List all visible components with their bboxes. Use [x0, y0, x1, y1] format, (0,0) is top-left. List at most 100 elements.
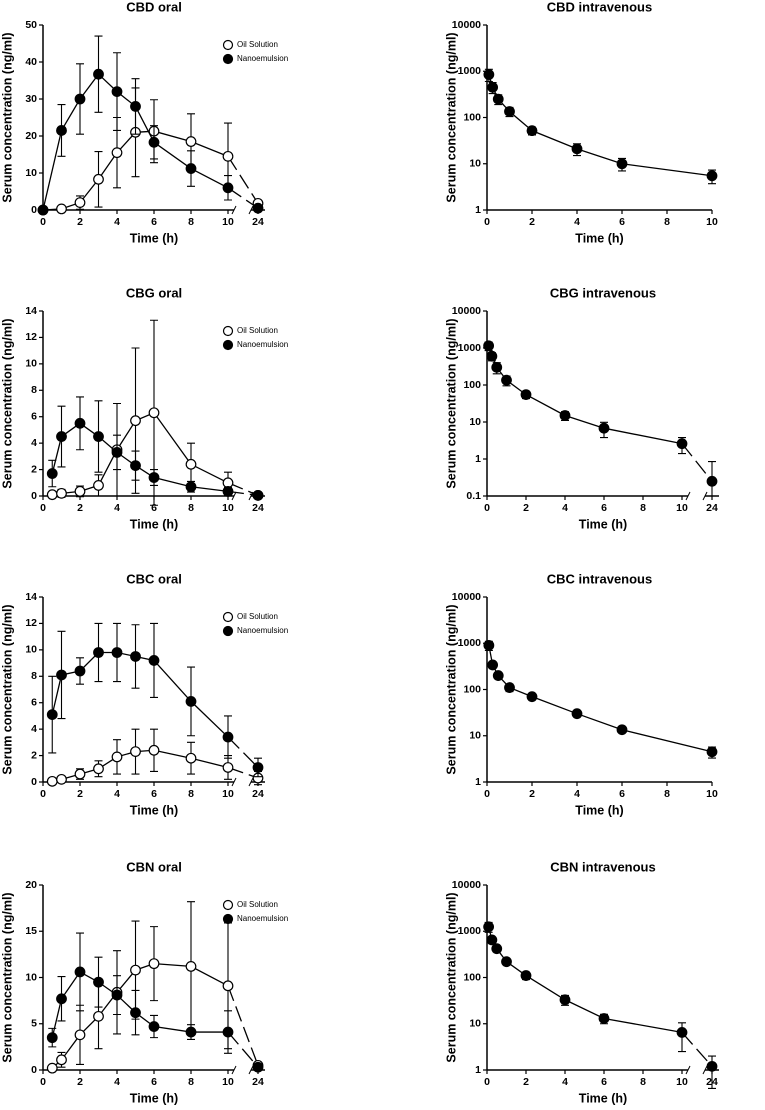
- marker: [46, 709, 58, 721]
- marker: [676, 438, 688, 450]
- chart-title: CBN oral: [126, 859, 182, 874]
- marker: [222, 731, 234, 743]
- marker: [130, 651, 141, 662]
- legend-label: Nanoemulsion: [237, 54, 288, 63]
- x-tick-label: 0: [40, 1076, 46, 1088]
- x-tick-label: 8: [664, 788, 670, 800]
- marker: [111, 751, 123, 763]
- marker: [492, 93, 504, 105]
- y-tick-label: 8: [31, 670, 37, 682]
- marker: [185, 458, 197, 470]
- chart-title: CBD oral: [126, 0, 182, 14]
- marker: [185, 1026, 197, 1038]
- marker: [706, 1060, 718, 1072]
- marker: [111, 446, 123, 458]
- break-mark: [231, 777, 237, 787]
- x-tick-label: 2: [77, 216, 83, 228]
- series-line-break: [681, 443, 713, 482]
- y-tick-label: 1000: [458, 637, 482, 649]
- x-tick-label: 10: [222, 502, 234, 514]
- break-mark: [231, 1065, 237, 1075]
- marker: [93, 480, 104, 491]
- marker: [111, 147, 123, 159]
- break-mark: [685, 1065, 691, 1075]
- y-tick-label: 12: [25, 331, 37, 343]
- marker: [598, 1013, 610, 1024]
- marker: [130, 415, 141, 427]
- marker: [520, 389, 532, 401]
- marker: [148, 958, 160, 970]
- break-mark: [702, 491, 708, 501]
- marker: [486, 350, 498, 362]
- y-tick-label: 1: [475, 204, 481, 216]
- marker: [130, 746, 141, 758]
- marker: [56, 203, 67, 215]
- y-axis-label: Serum concentration (ng/ml): [444, 32, 458, 202]
- series-line-break: [227, 187, 259, 209]
- marker: [74, 197, 86, 209]
- x-tick-label: 0: [484, 502, 490, 514]
- marker: [46, 468, 58, 479]
- marker: [222, 182, 234, 194]
- marker: [111, 86, 123, 97]
- series-line-break: [227, 482, 259, 496]
- legend-label: Nanoemulsion: [237, 340, 288, 349]
- marker: [501, 956, 512, 968]
- y-tick-label: 10: [469, 416, 481, 428]
- y-tick-label: 5: [31, 1018, 37, 1030]
- series-line-break: [227, 736, 259, 768]
- break-mark: [702, 1065, 708, 1075]
- y-tick-label: 12: [25, 617, 37, 629]
- legend-label: Oil Solution: [237, 40, 278, 49]
- marker: [501, 374, 512, 386]
- legend-label: Nanoemulsion: [237, 626, 288, 635]
- series-line: [487, 345, 683, 445]
- x-tick-label: 8: [188, 216, 194, 228]
- y-axis-label: Serum concentration (ng/ml): [0, 318, 14, 488]
- x-axis-label: Time (h): [130, 1091, 178, 1105]
- marker: [56, 993, 67, 1005]
- marker: [185, 163, 197, 174]
- x-tick-label: 10: [676, 502, 688, 514]
- y-tick-label: 14: [25, 591, 37, 603]
- y-tick-label: 15: [25, 925, 37, 937]
- x-tick-label: 24: [252, 502, 264, 514]
- marker: [616, 724, 628, 736]
- break-mark: [248, 1065, 254, 1075]
- marker: [148, 136, 160, 148]
- marker: [93, 647, 104, 658]
- y-tick-label: 1: [475, 1064, 481, 1076]
- marker: [487, 659, 499, 671]
- y-tick-label: 10: [25, 644, 37, 656]
- marker: [74, 485, 86, 497]
- marker: [706, 746, 718, 758]
- y-tick-label: 10: [25, 971, 37, 983]
- series-line-break: [227, 985, 259, 1066]
- marker: [504, 682, 515, 693]
- y-axis-label: Serum concentration (ng/ml): [0, 32, 14, 202]
- legend-marker: [222, 53, 234, 65]
- x-axis-label: Time (h): [130, 517, 178, 531]
- y-tick-label: 1: [475, 776, 481, 788]
- series-line: [488, 645, 713, 753]
- marker: [559, 410, 571, 421]
- legend-marker: [222, 611, 234, 623]
- marker: [483, 69, 495, 80]
- break-mark: [248, 205, 254, 215]
- marker: [130, 964, 141, 976]
- x-tick-label: 24: [706, 502, 718, 514]
- marker: [520, 970, 532, 981]
- chart-title: CBC oral: [126, 571, 182, 586]
- x-tick-label: 6: [619, 788, 625, 800]
- y-tick-label: 10: [25, 358, 37, 370]
- marker: [93, 431, 104, 442]
- x-tick-label: 10: [222, 1076, 234, 1088]
- marker: [559, 994, 571, 1006]
- marker: [148, 744, 160, 756]
- y-tick-label: 1000: [458, 925, 482, 937]
- marker: [222, 150, 234, 162]
- x-tick-label: 2: [529, 788, 535, 800]
- x-tick-label: 4: [574, 788, 580, 800]
- marker: [130, 100, 141, 112]
- x-tick-label: 6: [601, 502, 607, 514]
